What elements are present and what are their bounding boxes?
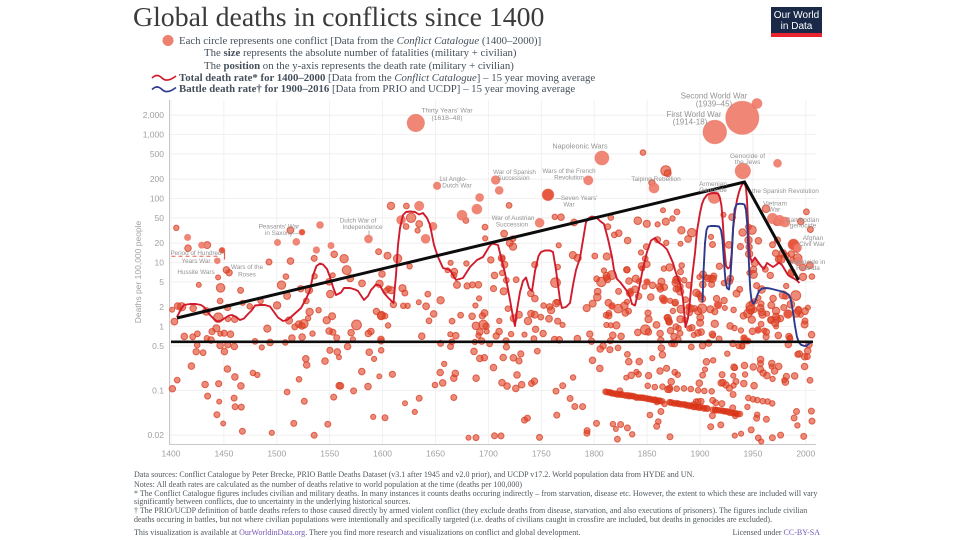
svg-text:10: 10 [155,258,165,268]
svg-text:500: 500 [150,149,164,159]
svg-text:the Jews: the Jews [735,159,761,166]
svg-text:1600: 1600 [373,449,392,459]
svg-text:1900: 1900 [691,449,710,459]
svg-text:Rwanda: Rwanda [796,265,820,272]
svg-text:War of Spanish: War of Spanish [493,169,536,176]
svg-text:Cambodian: Cambodian [786,217,820,224]
svg-text:Peasants' War: Peasants' War [259,224,300,231]
svg-text:0.1: 0.1 [152,386,164,396]
svg-text:1850: 1850 [638,449,657,459]
svg-text:Wars of the French: Wars of the French [542,168,596,175]
svg-text:Wars of the: Wars of the [231,264,263,271]
svg-text:5: 5 [159,277,164,287]
svg-text:Hussite Wars: Hussite Wars [177,269,214,276]
svg-text:2: 2 [159,302,164,312]
svg-text:War of Austrian: War of Austrian [492,215,535,222]
svg-text:Thirty Years' War: Thirty Years' War [421,108,473,115]
svg-text:1: 1 [159,322,164,332]
svg-text:(1618–48): (1618–48) [432,115,463,122]
svg-text:Succession: Succession [497,175,530,182]
svg-text:the Spanish Revolution: the Spanish Revolution [752,188,819,195]
svg-text:1700: 1700 [479,449,498,459]
svg-text:(1939–45): (1939–45) [696,100,733,109]
svg-text:Roses: Roses [238,272,256,279]
svg-text:Succession: Succession [496,222,529,229]
svg-text:Revolution: Revolution [554,175,584,182]
svg-text:50: 50 [155,213,165,223]
svg-text:War: War [769,207,782,214]
svg-text:Taiping Rebellion: Taiping Rebellion [631,176,681,183]
svg-text:Years War: Years War [182,258,211,265]
svg-text:Napoleonic Wars: Napoleonic Wars [552,142,608,151]
svg-text:Second World War: Second World War [681,92,748,101]
svg-text:Civil War: Civil War [799,241,826,248]
svg-text:2,000: 2,000 [143,110,165,120]
svg-text:20: 20 [155,238,165,248]
svg-text:1950: 1950 [743,449,762,459]
svg-text:Independence: Independence [343,224,383,231]
svg-text:Genocide in: Genocide in [791,259,826,266]
svg-text:in Saxony—: in Saxony— [265,230,300,237]
svg-text:1st Anglo-: 1st Anglo- [439,176,467,183]
svg-text:Armenian: Armenian [699,181,727,188]
svg-text:100: 100 [150,194,164,204]
svg-text:Deaths per 100,000 people: Deaths per 100,000 people [133,220,143,323]
svg-text:1750: 1750 [532,449,551,459]
svg-text:200: 200 [150,174,164,184]
svg-text:Genocide: Genocide [699,187,727,194]
svg-text:0.5: 0.5 [152,341,164,351]
svg-text:genocide: genocide [790,223,817,230]
svg-text:1450: 1450 [214,449,233,459]
svg-text:1,000: 1,000 [143,130,165,140]
svg-text:—Seven Years': —Seven Years' [555,195,598,202]
svg-text:(1914-18): (1914-18) [673,118,708,127]
svg-text:0.02: 0.02 [147,430,164,440]
svg-text:1550: 1550 [320,449,339,459]
svg-text:Afghan: Afghan [803,235,824,242]
svg-text:Period of Hundred: Period of Hundred [170,250,222,257]
svg-text:Genocide of: Genocide of [730,153,765,160]
svg-text:Vietnam: Vietnam [763,201,787,208]
svg-text:2000: 2000 [796,449,815,459]
svg-text:First World War: First World War [666,110,721,119]
svg-text:Dutch War: Dutch War [442,183,472,190]
svg-text:1400: 1400 [162,449,181,459]
svg-text:War: War [563,202,574,209]
svg-text:1650: 1650 [426,449,445,459]
svg-text:1800: 1800 [585,449,604,459]
svg-text:1500: 1500 [267,449,286,459]
svg-text:Dutch War of: Dutch War of [340,218,377,225]
